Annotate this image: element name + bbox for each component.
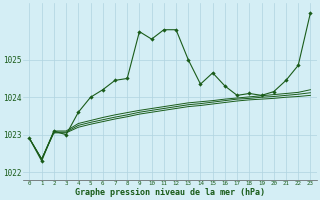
X-axis label: Graphe pression niveau de la mer (hPa): Graphe pression niveau de la mer (hPa)	[75, 188, 265, 197]
